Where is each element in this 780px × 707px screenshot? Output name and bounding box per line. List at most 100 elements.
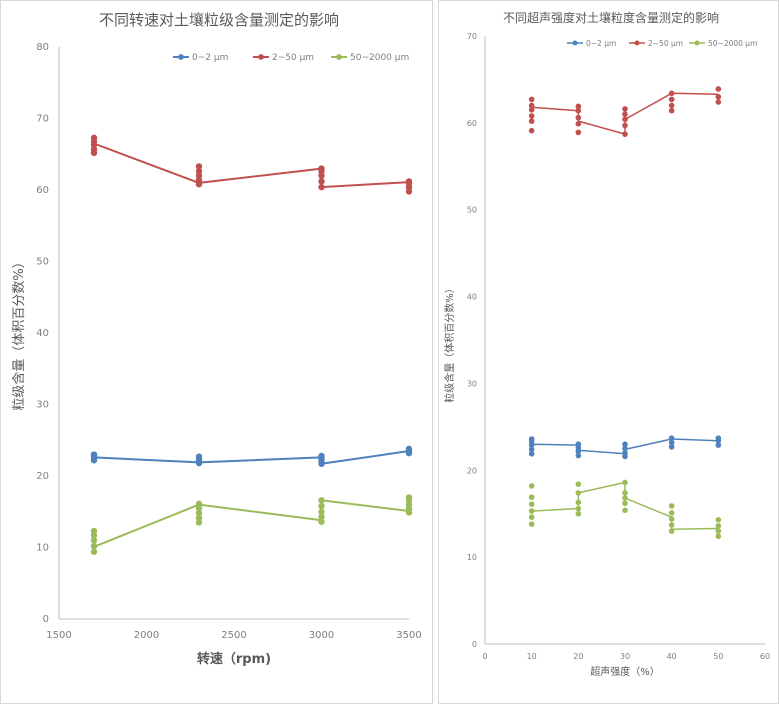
- y-tick-label: 80: [36, 42, 49, 53]
- legend-marker-icon: [572, 40, 578, 46]
- data-point: [715, 435, 722, 441]
- y-tick-label: 60: [467, 119, 477, 128]
- data-point: [575, 129, 582, 136]
- data-point: [622, 111, 628, 117]
- legend-label: 2~50 μm: [272, 53, 314, 63]
- x-tick-label: 40: [667, 652, 677, 661]
- data-point: [528, 514, 535, 520]
- data-point: [528, 102, 535, 109]
- data-point: [528, 96, 535, 103]
- x-axis-title: 超声强度（%）: [590, 665, 660, 678]
- x-tick-label: 1500: [46, 630, 71, 641]
- data-point: [318, 502, 325, 510]
- data-point: [715, 533, 722, 540]
- data-point: [575, 107, 582, 114]
- data-point: [405, 178, 413, 185]
- y-tick-label: 30: [36, 400, 49, 411]
- y-tick-label: 70: [36, 114, 49, 125]
- x-tick-label: 30: [620, 652, 630, 661]
- y-tick-label: 20: [36, 471, 49, 482]
- x-tick-label: 10: [527, 652, 537, 661]
- data-point: [528, 118, 535, 124]
- data-point: [318, 518, 325, 525]
- data-point: [318, 452, 325, 460]
- data-point: [528, 483, 535, 489]
- data-point: [195, 168, 203, 175]
- legend-item: 50~2000 μm: [331, 53, 409, 63]
- data-point: [528, 508, 535, 514]
- data-point: [195, 500, 203, 508]
- legend-marker-icon: [694, 40, 700, 46]
- data-point: [90, 527, 98, 535]
- y-axis-title: 粒级含量（体积百分数%）: [443, 283, 456, 403]
- data-point: [668, 522, 675, 528]
- x-tick-label: 3000: [309, 630, 334, 641]
- data-point: [318, 178, 325, 185]
- y-tick-label: 0: [43, 614, 49, 625]
- legend-marker-icon: [258, 54, 264, 60]
- series-0: [528, 435, 722, 460]
- data-point: [195, 509, 203, 517]
- y-tick-label: 50: [36, 257, 49, 268]
- data-point: [575, 499, 582, 506]
- data-point: [195, 453, 203, 460]
- data-point: [575, 452, 582, 459]
- legend-item: 2~50 μm: [629, 39, 683, 48]
- y-tick-label: 40: [36, 328, 49, 339]
- data-point: [528, 107, 535, 113]
- data-point: [528, 450, 535, 457]
- data-point: [668, 90, 675, 97]
- data-point: [622, 131, 628, 137]
- data-point: [668, 96, 675, 103]
- data-point: [622, 479, 628, 486]
- data-point: [195, 163, 203, 170]
- series-0: [90, 445, 413, 468]
- data-point: [90, 134, 98, 142]
- y-tick-label: 50: [467, 206, 477, 215]
- series-2: [528, 479, 722, 540]
- data-point: [622, 450, 628, 456]
- data-point: [90, 542, 98, 550]
- data-point: [528, 113, 535, 119]
- data-point: [528, 446, 535, 453]
- data-point: [528, 127, 535, 134]
- series-line: [93, 142, 410, 189]
- data-point: [622, 500, 628, 507]
- data-point: [622, 490, 628, 496]
- data-point: [90, 548, 98, 555]
- data-point: [715, 86, 722, 92]
- data-point: [668, 435, 675, 441]
- legend-label: 50~2000 μm: [708, 39, 757, 48]
- x-axis-title: 转速（rpm): [197, 651, 271, 667]
- data-point: [575, 505, 582, 512]
- series-1: [528, 86, 722, 137]
- series-2: [90, 494, 413, 555]
- y-tick-label: 10: [467, 553, 477, 562]
- data-point: [575, 481, 582, 487]
- data-point: [715, 528, 722, 534]
- y-tick-label: 20: [467, 466, 477, 475]
- legend-item: 0~2 μm: [173, 53, 228, 63]
- y-tick-label: 60: [36, 185, 49, 196]
- legend-item: 0~2 μm: [567, 39, 616, 48]
- data-point: [622, 445, 628, 452]
- data-point: [575, 103, 582, 110]
- chart-panel-rotation-speed: 不同转速对土壤粒级含量测定的影响 转速（rpm) 粒级含量（体积百分数%） 0 1…: [0, 0, 433, 704]
- data-point: [668, 503, 675, 509]
- data-point: [318, 513, 325, 520]
- legend-marker-icon: [178, 54, 184, 60]
- data-point: [575, 120, 582, 127]
- data-point: [318, 183, 325, 191]
- y-tick-label: 40: [467, 293, 477, 302]
- data-point: [668, 439, 675, 446]
- data-point: [195, 514, 203, 522]
- legend-marker-icon: [336, 54, 342, 60]
- y-tick-label: 70: [467, 32, 477, 41]
- data-point: [715, 94, 722, 100]
- data-point: [668, 444, 675, 450]
- data-point: [318, 497, 325, 504]
- y-tick-label: 0: [472, 640, 477, 649]
- data-point: [528, 494, 535, 501]
- data-point: [318, 508, 325, 515]
- y-axis-title: 粒级含量（体积百分数%）: [11, 255, 27, 410]
